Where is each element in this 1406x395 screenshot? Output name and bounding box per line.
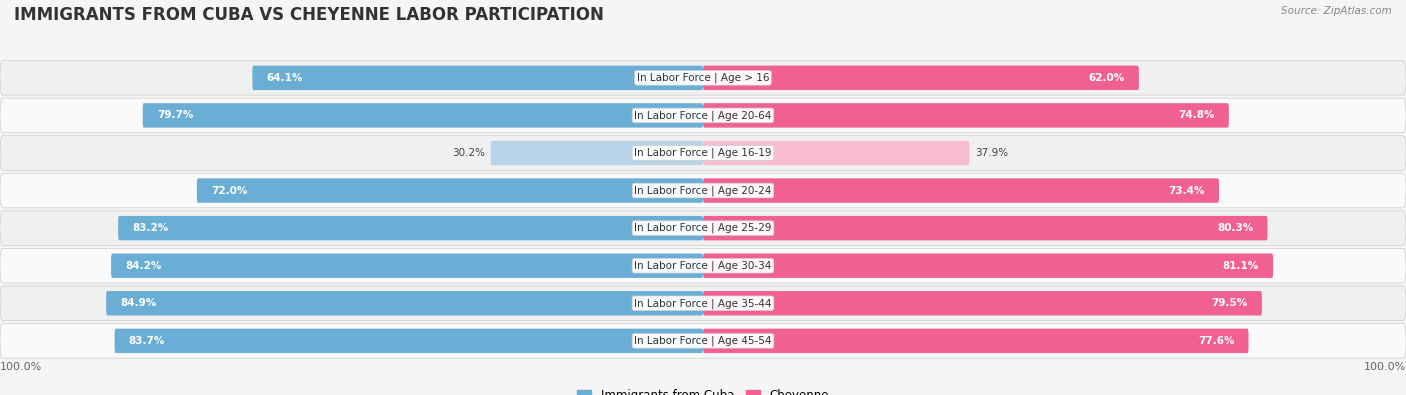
Text: In Labor Force | Age 30-34: In Labor Force | Age 30-34 [634, 260, 772, 271]
Text: Source: ZipAtlas.com: Source: ZipAtlas.com [1281, 6, 1392, 16]
FancyBboxPatch shape [142, 103, 703, 128]
FancyBboxPatch shape [118, 216, 703, 240]
Text: 80.3%: 80.3% [1218, 223, 1254, 233]
FancyBboxPatch shape [703, 103, 1229, 128]
Text: 84.9%: 84.9% [120, 298, 156, 308]
FancyBboxPatch shape [703, 216, 1268, 240]
Text: 79.7%: 79.7% [157, 111, 193, 120]
Text: 62.0%: 62.0% [1088, 73, 1125, 83]
FancyBboxPatch shape [105, 291, 703, 316]
FancyBboxPatch shape [111, 254, 703, 278]
Text: 74.8%: 74.8% [1178, 111, 1215, 120]
Text: 84.2%: 84.2% [125, 261, 162, 271]
FancyBboxPatch shape [0, 286, 1406, 321]
Text: In Labor Force | Age 25-29: In Labor Force | Age 25-29 [634, 223, 772, 233]
Text: 100.0%: 100.0% [0, 361, 42, 372]
Text: 73.4%: 73.4% [1168, 186, 1205, 196]
Text: In Labor Force | Age 20-24: In Labor Force | Age 20-24 [634, 185, 772, 196]
FancyBboxPatch shape [0, 173, 1406, 208]
FancyBboxPatch shape [253, 66, 703, 90]
Text: 30.2%: 30.2% [453, 148, 485, 158]
FancyBboxPatch shape [703, 254, 1272, 278]
FancyBboxPatch shape [0, 211, 1406, 245]
Text: 83.7%: 83.7% [129, 336, 165, 346]
Legend: Immigrants from Cuba, Cheyenne: Immigrants from Cuba, Cheyenne [572, 384, 834, 395]
Text: 83.2%: 83.2% [132, 223, 169, 233]
FancyBboxPatch shape [703, 329, 1249, 353]
FancyBboxPatch shape [0, 324, 1406, 358]
FancyBboxPatch shape [491, 141, 703, 165]
Text: 100.0%: 100.0% [1364, 361, 1406, 372]
Text: 72.0%: 72.0% [211, 186, 247, 196]
Text: 79.5%: 79.5% [1212, 298, 1249, 308]
FancyBboxPatch shape [197, 179, 703, 203]
Text: In Labor Force | Age 20-64: In Labor Force | Age 20-64 [634, 110, 772, 120]
FancyBboxPatch shape [0, 98, 1406, 133]
FancyBboxPatch shape [703, 179, 1219, 203]
Text: 77.6%: 77.6% [1198, 336, 1234, 346]
Text: In Labor Force | Age 45-54: In Labor Force | Age 45-54 [634, 336, 772, 346]
Text: 64.1%: 64.1% [267, 73, 302, 83]
FancyBboxPatch shape [703, 291, 1263, 316]
Text: In Labor Force | Age > 16: In Labor Force | Age > 16 [637, 73, 769, 83]
Text: In Labor Force | Age 16-19: In Labor Force | Age 16-19 [634, 148, 772, 158]
FancyBboxPatch shape [703, 141, 970, 165]
FancyBboxPatch shape [703, 66, 1139, 90]
Text: In Labor Force | Age 35-44: In Labor Force | Age 35-44 [634, 298, 772, 308]
FancyBboxPatch shape [114, 329, 703, 353]
FancyBboxPatch shape [0, 248, 1406, 283]
FancyBboxPatch shape [0, 136, 1406, 170]
FancyBboxPatch shape [0, 60, 1406, 95]
Text: 81.1%: 81.1% [1223, 261, 1260, 271]
Text: 37.9%: 37.9% [976, 148, 1008, 158]
Text: IMMIGRANTS FROM CUBA VS CHEYENNE LABOR PARTICIPATION: IMMIGRANTS FROM CUBA VS CHEYENNE LABOR P… [14, 6, 605, 24]
